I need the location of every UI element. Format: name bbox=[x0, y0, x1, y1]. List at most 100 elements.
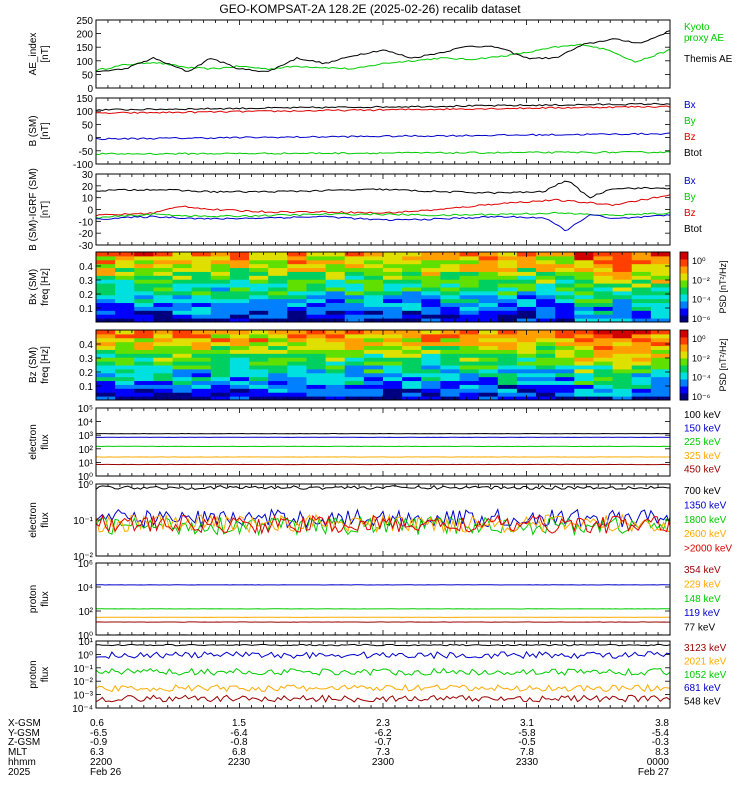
y-axis-label-line: flux bbox=[40, 512, 51, 528]
heatmap-cell bbox=[650, 255, 671, 261]
y-axis-label-line: AE_index bbox=[28, 33, 39, 76]
heatmap-cell bbox=[478, 357, 499, 362]
heatmap-cell bbox=[497, 252, 518, 257]
heatmap-cell bbox=[325, 333, 346, 339]
heatmap-cell bbox=[249, 345, 269, 350]
heatmap-cell bbox=[210, 298, 231, 304]
heatmap-cell bbox=[555, 310, 575, 315]
heatmap-cell bbox=[383, 275, 403, 280]
heatmap-cell bbox=[229, 314, 250, 319]
heatmap-cell bbox=[440, 361, 461, 366]
heatmap-cell bbox=[516, 263, 537, 269]
heatmap-cell bbox=[478, 279, 499, 284]
heatmap-cell bbox=[497, 279, 518, 284]
heatmap-cell bbox=[153, 298, 174, 304]
heatmap-cell bbox=[191, 259, 212, 265]
heatmap-cell bbox=[229, 275, 250, 280]
heatmap-cell bbox=[497, 259, 518, 265]
heatmap-cell bbox=[497, 333, 518, 339]
legend-label: 325 keV bbox=[684, 451, 721, 462]
heatmap-cell bbox=[593, 306, 614, 311]
heatmap-cell bbox=[478, 306, 499, 311]
heatmap-cell bbox=[229, 380, 250, 385]
heatmap-cell bbox=[612, 306, 633, 311]
heatmap-cell bbox=[191, 345, 212, 350]
ephemeris-value: 2300 bbox=[372, 757, 395, 768]
heatmap-cell bbox=[497, 341, 518, 347]
heatmap-cell bbox=[344, 294, 365, 300]
heatmap-cell bbox=[191, 365, 212, 370]
panel-frame bbox=[95, 173, 671, 246]
ephemeris-value: 2200 bbox=[90, 757, 113, 768]
heatmap-cell bbox=[229, 345, 250, 350]
heatmap-cell bbox=[306, 372, 327, 378]
heatmap-cell bbox=[593, 372, 614, 378]
heatmap-cell bbox=[497, 255, 518, 261]
y-tick-label: 30 bbox=[82, 170, 94, 181]
heatmap-cell bbox=[593, 279, 614, 284]
heatmap-cell bbox=[325, 255, 346, 261]
legend-label: 225 keV bbox=[684, 437, 721, 448]
heatmap-cell bbox=[363, 318, 384, 323]
heatmap-cell bbox=[344, 314, 365, 319]
heatmap-cell bbox=[153, 368, 174, 374]
heatmap-cell bbox=[172, 361, 193, 366]
heatmap-cell bbox=[574, 372, 594, 378]
heatmap-cell bbox=[383, 380, 403, 385]
heatmap-cell bbox=[650, 267, 671, 272]
heatmap-cell bbox=[249, 275, 269, 280]
heatmap-cell bbox=[210, 255, 231, 261]
heatmap-cell bbox=[612, 368, 633, 374]
heatmap-cell bbox=[631, 294, 652, 300]
heatmap-cell bbox=[325, 376, 346, 382]
heatmap-cell bbox=[191, 368, 212, 374]
heatmap-cell bbox=[344, 287, 365, 292]
heatmap-cell bbox=[96, 314, 116, 319]
heatmap-cell bbox=[574, 388, 594, 393]
heatmap-cell bbox=[593, 337, 614, 343]
heatmap-cell bbox=[306, 259, 327, 265]
heatmap-cell bbox=[96, 341, 116, 347]
heatmap-cell bbox=[229, 372, 250, 378]
heatmap-cell bbox=[383, 279, 403, 284]
heatmap-cell bbox=[172, 330, 193, 335]
y-tick-label: 20 bbox=[82, 182, 94, 193]
series-line bbox=[95, 514, 671, 535]
heatmap-cell bbox=[210, 388, 231, 393]
heatmap-cell bbox=[344, 357, 365, 362]
heatmap-cell bbox=[402, 318, 422, 323]
colorbar-frame bbox=[679, 251, 689, 323]
heatmap-cell bbox=[325, 279, 346, 284]
heatmap-cell bbox=[249, 302, 269, 307]
legend-label: 119 keV bbox=[684, 608, 720, 619]
heatmap-cell bbox=[134, 365, 154, 370]
heatmap-cell bbox=[478, 252, 499, 257]
heatmap-cell bbox=[115, 349, 135, 354]
heatmap-cell bbox=[478, 255, 499, 261]
heatmap-cell bbox=[631, 392, 652, 397]
heatmap-cell bbox=[96, 294, 116, 300]
heatmap-cell bbox=[536, 361, 556, 366]
series-line bbox=[95, 211, 671, 219]
ephemeris-value: -0.8 bbox=[230, 737, 248, 748]
heatmap-cell bbox=[249, 271, 269, 276]
y-tick-label: 10⁰ bbox=[78, 631, 93, 642]
heatmap-cell bbox=[229, 283, 250, 288]
heatmap-cell bbox=[574, 349, 594, 354]
heatmap-cell bbox=[287, 361, 307, 366]
heatmap-cell bbox=[153, 333, 174, 339]
heatmap-cell bbox=[459, 310, 480, 315]
heatmap-cell bbox=[612, 294, 633, 300]
heatmap-cell bbox=[96, 279, 116, 284]
series-line bbox=[95, 694, 671, 704]
heatmap-cell bbox=[440, 337, 461, 343]
legend-label: 77 keV bbox=[684, 623, 715, 634]
heatmap-cell bbox=[268, 353, 288, 358]
heatmap-cell bbox=[96, 333, 116, 339]
heatmap-cell bbox=[344, 283, 365, 288]
heatmap-cell bbox=[96, 298, 116, 304]
heatmap-cell bbox=[306, 380, 327, 385]
heatmap-cell bbox=[134, 310, 154, 315]
heatmap-cell bbox=[536, 314, 556, 319]
heatmap-cell bbox=[344, 368, 365, 374]
